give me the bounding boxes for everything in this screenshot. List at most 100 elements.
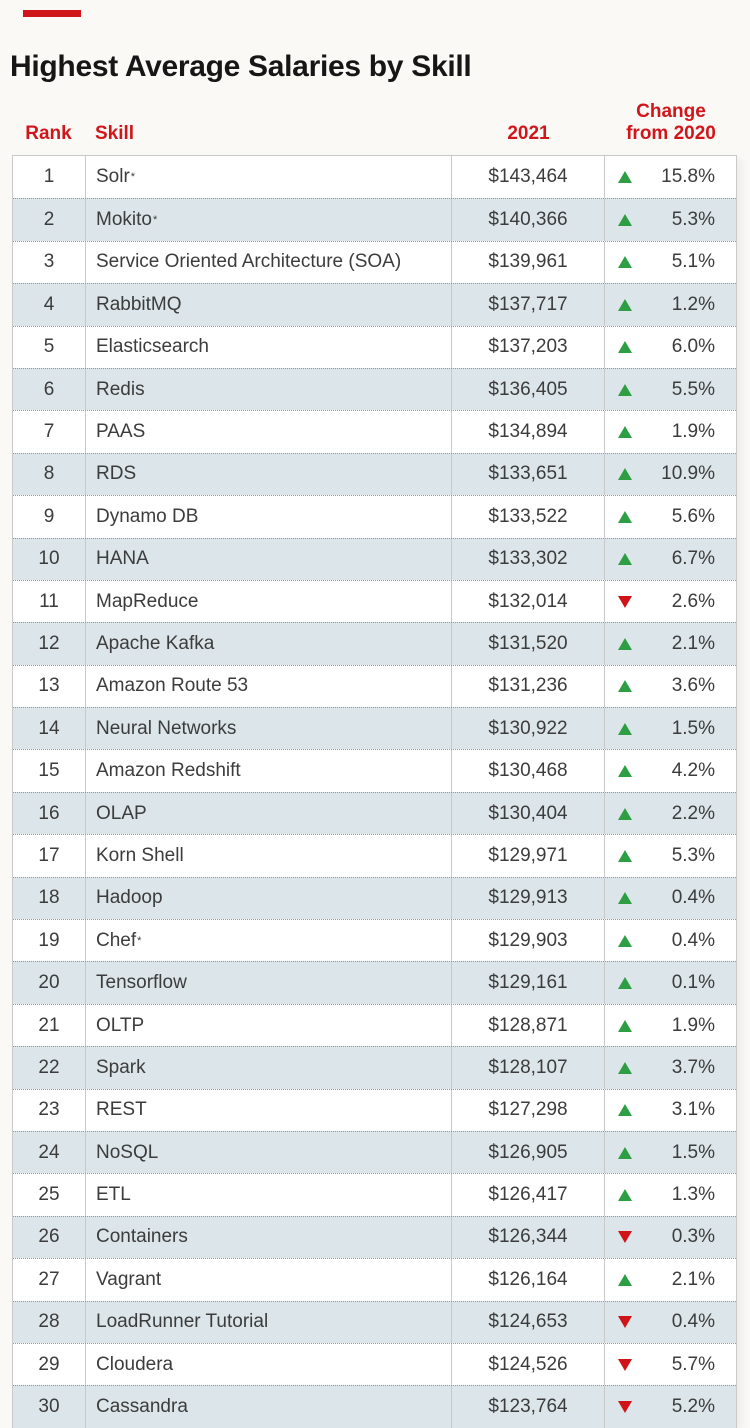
change-cell: 0.3% [604,1216,736,1259]
table-row: 1 Solr * $143,464 15.8% [13,156,736,199]
change-cell: 2.1% [604,1259,736,1301]
skill-cell: Service Oriented Architecture (SOA) [85,241,451,284]
table-row: 18 Hadoop $129,913 0.4% [13,876,736,920]
skill-cell: OLAP [85,792,451,835]
change-cell: 2.2% [604,792,736,835]
table-row: 27 Vagrant $126,164 2.1% [13,1258,736,1301]
salary-2021-cell: $131,520 [451,623,604,665]
up-triangle-icon [618,341,632,354]
salary-2021-cell: $136,405 [451,368,604,411]
up-triangle-icon [618,510,632,523]
skill-label: Neural Networks [96,717,237,739]
change-cell: 3.1% [604,1089,736,1131]
salary-2021-cell: $130,404 [451,792,604,835]
skill-cell: Elasticsearch [85,326,451,368]
table-row: 3 Service Oriented Architecture (SOA) $1… [13,240,736,284]
skill-label: OLTP [96,1014,145,1036]
change-value: 3.1% [671,1099,715,1121]
up-triangle-icon [618,214,632,227]
skill-cell: Dynamo DB [85,496,451,538]
salary-2021-cell: $133,522 [451,496,604,538]
rank-cell: 22 [38,1056,60,1078]
rank-cell: 16 [38,802,60,824]
rank-cell: 10 [38,548,60,570]
salary-2021-cell: $131,236 [451,665,604,708]
change-cell: 0.1% [604,962,736,1004]
change-value: 5.3% [671,209,715,231]
change-value: 5.5% [671,378,715,400]
salary-2021-cell: $124,653 [451,1301,604,1343]
up-triangle-icon [618,977,632,990]
skill-cell: OLTP [85,1004,451,1047]
rank-cell: 12 [38,632,60,654]
table-row: 4 RabbitMQ $137,717 1.2% [13,283,736,326]
skill-label: Spark [96,1056,146,1078]
down-triangle-icon [618,1358,632,1371]
skill-label: Containers [96,1226,188,1248]
change-cell: 0.4% [604,1301,736,1343]
column-header-change-line1: Change [636,101,706,122]
rank-cell: 25 [38,1184,60,1206]
skill-label: NoSQL [96,1141,159,1163]
change-value: 6.7% [671,548,715,570]
change-cell: 2.1% [604,623,736,665]
change-value: 5.7% [671,1353,715,1375]
change-cell: 6.7% [604,538,736,580]
skill-cell: Tensorflow [85,962,451,1004]
up-triangle-icon [618,171,632,184]
rank-cell: 18 [38,887,60,909]
salary-2021-cell: $137,203 [451,326,604,368]
table-row: 15 Amazon Redshift $130,468 4.2% [13,749,736,792]
up-triangle-icon [618,383,632,396]
skill-cell: LoadRunner Tutorial [85,1301,451,1343]
skill-cell: Mokito * [85,199,451,241]
skill-cell: Spark [85,1047,451,1089]
skill-label: REST [96,1099,147,1121]
skill-label: Solr [96,166,130,188]
change-value: 1.9% [671,1014,715,1036]
rank-cell: 24 [38,1141,60,1163]
change-value: 5.1% [671,251,715,273]
skill-label: OLAP [96,802,147,824]
change-value: 0.1% [671,972,715,994]
change-cell: 15.8% [604,156,736,199]
skill-label: Service Oriented Architecture (SOA) [96,251,402,273]
down-triangle-icon [618,1316,632,1329]
table-row: 28 LoadRunner Tutorial $124,653 0.4% [13,1300,736,1343]
change-cell: 6.0% [604,326,736,368]
skill-label: Tensorflow [96,972,187,994]
change-value: 5.3% [671,844,715,866]
change-value: 3.7% [671,1056,715,1078]
change-cell: 3.6% [604,665,736,708]
skill-label: Mokito [96,209,152,231]
rank-cell: 13 [38,675,60,697]
rank-cell: 19 [38,929,60,951]
table-row: 6 Redis $136,405 5.5% [13,367,736,411]
change-value: 4.2% [671,760,715,782]
change-cell: 0.4% [604,877,736,920]
rank-cell: 27 [38,1268,60,1290]
change-cell: 5.3% [604,199,736,241]
rank-cell: 2 [43,209,55,231]
rank-cell: 29 [38,1353,60,1375]
salary-2021-cell: $139,961 [451,241,604,284]
up-triangle-icon [618,426,632,439]
rank-cell: 7 [43,421,55,443]
table-row: 30 Cassandra $123,764 5.2% [13,1385,736,1428]
up-triangle-icon [618,553,632,566]
change-cell: 10.9% [604,453,736,496]
accent-bar [23,10,81,17]
change-value: 10.9% [661,463,715,485]
rank-cell: 17 [38,844,60,866]
skill-label: MapReduce [96,590,199,612]
skill-label: Cloudera [96,1353,174,1375]
rank-cell: 5 [43,336,55,358]
up-triangle-icon [618,934,632,947]
skill-cell: Solr * [85,156,451,199]
table-row: 24 NoSQL $126,905 1.5% [13,1130,736,1174]
table-row: 11 MapReduce $132,014 2.6% [13,579,736,623]
skill-label: ETL [96,1184,131,1206]
change-cell: 1.9% [604,1004,736,1047]
rank-cell: 6 [43,378,55,400]
